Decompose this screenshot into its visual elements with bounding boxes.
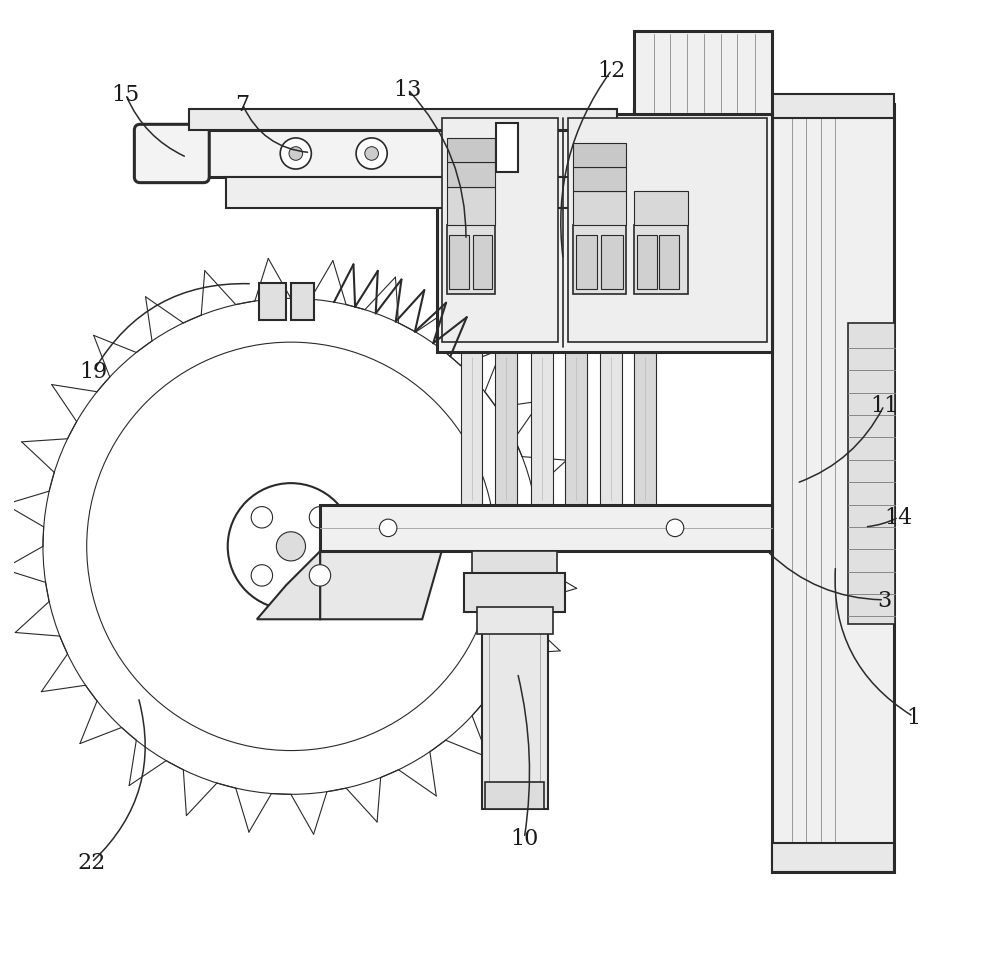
Bar [634,353,656,505]
Bar [496,124,518,173]
Bar [447,227,495,294]
Bar [473,235,492,289]
Text: 10: 10 [510,828,538,849]
Text: 3: 3 [877,589,891,612]
Bar [531,353,553,505]
Circle shape [280,139,311,170]
Circle shape [309,507,331,529]
Circle shape [289,148,303,161]
Text: 13: 13 [393,79,422,102]
Bar [637,235,657,289]
Circle shape [228,484,354,610]
Bar [495,353,517,505]
Circle shape [251,507,273,529]
Bar [464,573,565,612]
Bar [447,188,495,227]
Bar [634,227,688,294]
Text: 12: 12 [598,60,626,82]
Bar [573,144,626,168]
Text: 22: 22 [77,852,106,873]
Text: 1: 1 [906,705,920,728]
Text: 14: 14 [885,507,913,529]
Bar [573,227,626,294]
Bar [437,114,772,353]
Text: 19: 19 [79,361,108,383]
Bar [320,511,466,550]
Circle shape [309,565,331,586]
Circle shape [365,148,378,161]
Bar [573,192,626,227]
Polygon shape [257,552,320,619]
Bar [169,131,656,178]
Bar [772,105,894,872]
Circle shape [87,343,495,750]
Circle shape [276,532,306,562]
FancyBboxPatch shape [134,125,209,184]
Bar [226,178,656,209]
Text: 11: 11 [870,395,898,417]
Bar [634,109,663,353]
Bar [848,323,895,624]
Bar [442,119,558,343]
Bar [576,235,597,289]
Bar [772,95,894,119]
Circle shape [666,520,684,537]
Circle shape [251,565,273,586]
Bar [449,235,469,289]
Bar [320,505,772,552]
Bar [634,192,688,227]
Bar [482,552,548,809]
Bar [573,168,626,192]
Bar [447,163,495,188]
Bar [601,235,623,289]
Bar [485,782,544,809]
Bar [634,32,772,114]
Circle shape [379,520,397,537]
Bar [568,119,767,343]
Bar [189,109,617,131]
Circle shape [43,299,539,794]
Bar [477,607,553,634]
Bar [634,109,663,183]
Bar [259,283,286,320]
Bar [659,235,679,289]
Polygon shape [320,552,442,619]
Text: 7: 7 [235,94,249,115]
Bar [772,843,894,872]
Bar [565,353,587,505]
Bar [447,139,495,163]
Bar [472,552,557,578]
Bar [461,353,482,505]
Bar [600,353,622,505]
Circle shape [356,139,387,170]
Text: 15: 15 [111,84,140,106]
Bar [291,283,314,320]
